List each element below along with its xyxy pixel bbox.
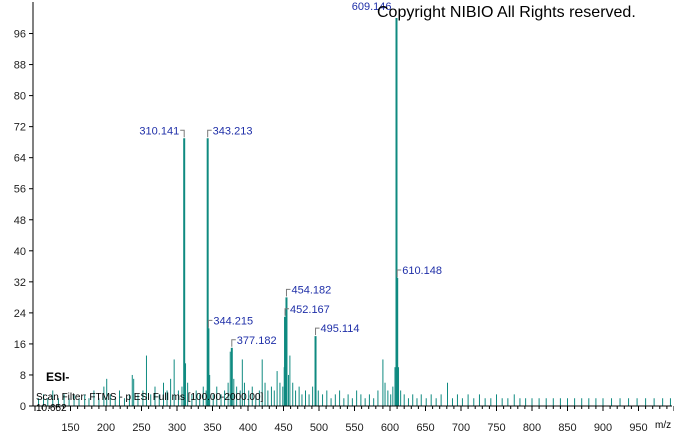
- y-tick-label: 48: [14, 215, 26, 227]
- retention-time-label: 10.652: [36, 403, 67, 414]
- x-tick-label: 800: [523, 422, 541, 434]
- peak-label: 452.167: [290, 304, 330, 316]
- x-tick-label: 650: [416, 422, 434, 434]
- peak-label: 344.215: [213, 315, 253, 327]
- x-tick-label: 400: [239, 422, 257, 434]
- y-tick-label: 8: [20, 370, 26, 382]
- x-tick-label: 500: [310, 422, 328, 434]
- peak-label: 454.182: [291, 284, 331, 296]
- labeled-peaks: [183, 18, 399, 406]
- x-tick-label: 450: [274, 422, 292, 434]
- peak-label: 377.182: [237, 335, 277, 347]
- y-tick-label: 0: [20, 401, 26, 413]
- minor-peaks: [38, 351, 671, 406]
- x-tick-label: 300: [168, 422, 186, 434]
- y-tick-label: 72: [14, 122, 26, 134]
- y-axis-ticks: 0 8 16 24 32 40 48 56 64 72 80 88 96: [14, 29, 33, 413]
- peak-leader: [180, 129, 185, 138]
- peak-labels: 310.141 343.213 344.215 377.182 452.167 454.1…: [139, 1, 442, 347]
- peak-leader: [396, 269, 402, 277]
- x-tick-label: 550: [345, 422, 363, 434]
- peak-label: 310.141: [139, 125, 179, 137]
- y-tick-label: 80: [14, 91, 26, 103]
- copyright-watermark: Copyright NIBIO All Rights reserved.: [377, 4, 636, 21]
- x-tick-label: 950: [629, 422, 647, 434]
- y-tick-label: 32: [14, 277, 26, 289]
- peak-leader: [207, 319, 213, 328]
- x-tick-label: 200: [97, 422, 115, 434]
- peak-leader: [284, 308, 290, 316]
- y-tick-label: 56: [14, 184, 26, 196]
- peak-label-leaders: [180, 129, 402, 347]
- y-tick-label: 88: [14, 60, 26, 72]
- x-tick-label: 700: [452, 422, 470, 434]
- x-tick-label: 750: [487, 422, 505, 434]
- x-axis-ticks: 150 200 250 300 350 400 450 500 550 600 650 700 750 8…: [34, 406, 674, 434]
- peak-leader: [285, 288, 291, 297]
- peak-label: 610.148: [402, 265, 442, 277]
- y-tick-label: 16: [14, 339, 26, 351]
- x-tick-label: 850: [558, 422, 576, 434]
- scan-filter-text: Scan Filter: FTMS - p ESI Full ms [100.0…: [36, 392, 264, 403]
- ionization-mode-label: ESI-: [46, 370, 70, 384]
- x-tick-label: 600: [381, 422, 399, 434]
- y-tick-label: 40: [14, 246, 26, 258]
- peak-leader: [231, 339, 236, 347]
- y-tick-label: 64: [14, 153, 26, 165]
- x-tick-label: 350: [203, 422, 221, 434]
- peak-label: 343.213: [213, 125, 253, 137]
- x-tick-label: 150: [61, 422, 79, 434]
- peak-leader: [207, 129, 212, 138]
- peak-label: 609.146: [352, 1, 392, 13]
- x-axis-unit-label: m/z: [655, 420, 672, 431]
- peak-leader: [315, 327, 320, 336]
- x-tick-label: 900: [594, 422, 612, 434]
- peak-label: 495.114: [321, 323, 360, 335]
- y-tick-label: 96: [14, 29, 26, 41]
- y-tick-label: 24: [14, 308, 26, 320]
- x-tick-label: 250: [132, 422, 150, 434]
